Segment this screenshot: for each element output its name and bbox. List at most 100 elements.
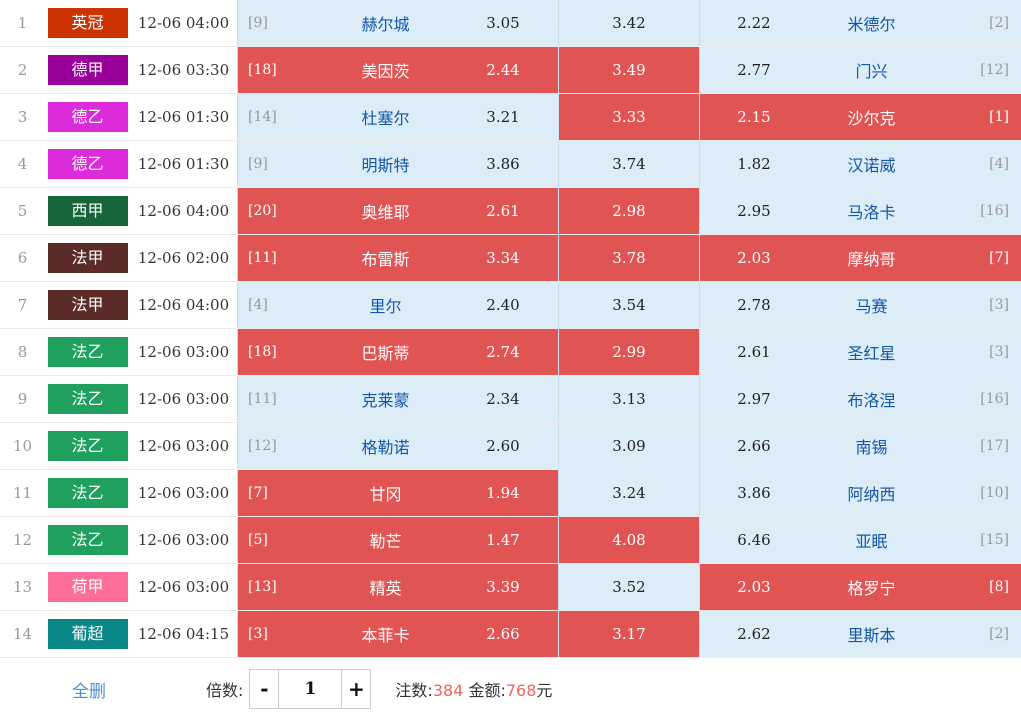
- away-odds-cell[interactable]: 2.03 格罗宁 [8]: [699, 564, 1021, 610]
- league-badge-wrap: 葡超: [45, 611, 130, 657]
- home-rank: [9]: [248, 15, 268, 31]
- amount-label: 金额:: [468, 681, 506, 700]
- draw-odds-cell[interactable]: 3.13: [558, 376, 699, 422]
- away-rank: [2]: [989, 15, 1009, 31]
- home-odds-cell[interactable]: [18] 美因茨 2.44: [237, 47, 558, 93]
- match-time: 12-06 03:00: [137, 531, 230, 549]
- away-team-name: 南锡: [855, 438, 888, 457]
- stake-summary: 注数:384 金额:768元: [395, 677, 552, 701]
- away-odds-cell[interactable]: 2.61 圣红星 [3]: [699, 329, 1021, 375]
- home-team-name: 杜塞尔: [361, 109, 410, 128]
- away-odds-cell[interactable]: 2.78 马赛 [3]: [699, 282, 1021, 328]
- draw-odds-cell[interactable]: 4.08: [558, 517, 699, 563]
- match-table: 1 英冠 12-06 04:00 [9] 赫尔城 3.05 3.42 2.22 …: [0, 0, 1021, 658]
- home-odds-cell[interactable]: [11] 克莱蒙 2.34: [237, 376, 558, 422]
- away-odds-cell[interactable]: 6.46 亚眠 [15]: [699, 517, 1021, 563]
- away-odds-cell[interactable]: 2.15 沙尔克 [1]: [699, 94, 1021, 140]
- home-odds-cell[interactable]: [14] 杜塞尔 3.21: [237, 94, 558, 140]
- home-odds: 1.94: [486, 484, 520, 502]
- match-row: 11 法乙 12-06 03:00 [7] 甘冈 1.94 3.24 3.86 …: [0, 470, 1021, 517]
- draw-odds-cell[interactable]: 3.49: [558, 47, 699, 93]
- away-team-name: 马洛卡: [847, 203, 896, 222]
- league-badge: 英冠: [47, 8, 128, 38]
- row-number: 6: [17, 249, 28, 267]
- draw-odds-cell[interactable]: 2.98: [558, 188, 699, 234]
- away-rank: [3]: [989, 344, 1009, 360]
- draw-odds: 3.54: [612, 296, 646, 314]
- away-odds-cell[interactable]: 2.22 米德尔 [2]: [699, 0, 1021, 46]
- away-odds-cell[interactable]: 2.77 门兴 [12]: [699, 47, 1021, 93]
- match-row: 14 葡超 12-06 04:15 [3] 本菲卡 2.66 3.17 2.62…: [0, 611, 1021, 658]
- home-team-name: 克莱蒙: [361, 391, 410, 410]
- home-odds-cell[interactable]: [9] 赫尔城 3.05: [237, 0, 558, 46]
- away-odds: 6.46: [737, 531, 771, 549]
- home-odds-cell[interactable]: [3] 本菲卡 2.66: [237, 611, 558, 657]
- league-badge: 法甲: [47, 243, 128, 273]
- away-odds: 2.62: [737, 625, 771, 643]
- away-odds: 2.95: [737, 202, 771, 220]
- away-team-name: 摩纳哥: [847, 250, 896, 269]
- away-odds-cell[interactable]: 1.82 汉诺威 [4]: [699, 141, 1021, 187]
- league-badge: 德甲: [47, 55, 128, 85]
- match-row: 2 德甲 12-06 03:30 [18] 美因茨 2.44 3.49 2.77…: [0, 47, 1021, 94]
- home-odds-cell[interactable]: [5] 勒芒 1.47: [237, 517, 558, 563]
- delete-all-link[interactable]: 全删: [72, 681, 106, 702]
- row-number: 8: [17, 343, 28, 361]
- home-odds: 3.39: [486, 578, 520, 596]
- league-badge-wrap: 法乙: [45, 376, 130, 422]
- draw-odds: 4.08: [612, 531, 646, 549]
- home-odds: 3.86: [486, 155, 520, 173]
- home-odds: 3.34: [486, 249, 520, 267]
- away-odds-cell[interactable]: 2.97 布洛涅 [16]: [699, 376, 1021, 422]
- home-odds-cell[interactable]: [4] 里尔 2.40: [237, 282, 558, 328]
- draw-odds-cell[interactable]: 3.09: [558, 423, 699, 469]
- match-time: 12-06 03:30: [137, 61, 230, 79]
- away-rank: [4]: [989, 156, 1009, 172]
- away-rank: [3]: [989, 297, 1009, 313]
- home-odds: 2.44: [486, 61, 520, 79]
- draw-odds: 3.33: [612, 108, 646, 126]
- home-odds-cell[interactable]: [9] 明斯特 3.86: [237, 141, 558, 187]
- away-odds: 2.66: [737, 437, 771, 455]
- draw-odds-cell[interactable]: 3.33: [558, 94, 699, 140]
- match-row: 12 法乙 12-06 03:00 [5] 勒芒 1.47 4.08 6.46 …: [0, 517, 1021, 564]
- away-odds-cell[interactable]: 2.66 南锡 [17]: [699, 423, 1021, 469]
- multiplier-minus-button[interactable]: -: [249, 669, 280, 709]
- away-odds-cell[interactable]: 2.03 摩纳哥 [7]: [699, 235, 1021, 281]
- home-odds-cell[interactable]: [7] 甘冈 1.94: [237, 470, 558, 516]
- league-badge: 德乙: [47, 149, 128, 179]
- home-odds-cell[interactable]: [20] 奥维耶 2.61: [237, 188, 558, 234]
- draw-odds-cell[interactable]: 2.99: [558, 329, 699, 375]
- home-odds-cell[interactable]: [11] 布雷斯 3.34: [237, 235, 558, 281]
- away-team-name: 里斯本: [847, 626, 896, 645]
- home-team-name: 勒芒: [369, 532, 402, 551]
- home-rank: [18]: [248, 62, 277, 78]
- match-time: 12-06 01:30: [137, 155, 230, 173]
- draw-odds-cell[interactable]: 3.17: [558, 611, 699, 657]
- league-badge: 德乙: [47, 102, 128, 132]
- home-odds-cell[interactable]: [12] 格勒诺 2.60: [237, 423, 558, 469]
- away-odds-cell[interactable]: 2.62 里斯本 [2]: [699, 611, 1021, 657]
- draw-odds-cell[interactable]: 3.52: [558, 564, 699, 610]
- away-rank: [12]: [980, 62, 1009, 78]
- draw-odds-cell[interactable]: 3.54: [558, 282, 699, 328]
- away-team-name: 汉诺威: [847, 156, 896, 175]
- draw-odds-cell[interactable]: 3.24: [558, 470, 699, 516]
- match-row: 3 德乙 12-06 01:30 [14] 杜塞尔 3.21 3.33 2.15…: [0, 94, 1021, 141]
- draw-odds-cell[interactable]: 3.78: [558, 235, 699, 281]
- multiplier-input[interactable]: [278, 669, 343, 709]
- away-team-name: 布洛涅: [847, 391, 896, 410]
- draw-odds-cell[interactable]: 3.74: [558, 141, 699, 187]
- league-badge-wrap: 法乙: [45, 517, 130, 563]
- home-odds-cell[interactable]: [13] 精英 3.39: [237, 564, 558, 610]
- away-team-name: 亚眠: [855, 532, 888, 551]
- away-rank: [7]: [989, 250, 1009, 266]
- away-odds-cell[interactable]: 2.95 马洛卡 [16]: [699, 188, 1021, 234]
- home-odds: 2.34: [486, 390, 520, 408]
- home-odds-cell[interactable]: [18] 巴斯蒂 2.74: [237, 329, 558, 375]
- draw-odds-cell[interactable]: 3.42: [558, 0, 699, 46]
- bet-slip-footer: 全删 倍数: - + 注数:384 金额:768元: [0, 658, 1021, 720]
- multiplier-plus-button[interactable]: +: [341, 669, 372, 709]
- away-odds-cell[interactable]: 3.86 阿纳西 [10]: [699, 470, 1021, 516]
- home-team-name: 本菲卡: [361, 626, 410, 645]
